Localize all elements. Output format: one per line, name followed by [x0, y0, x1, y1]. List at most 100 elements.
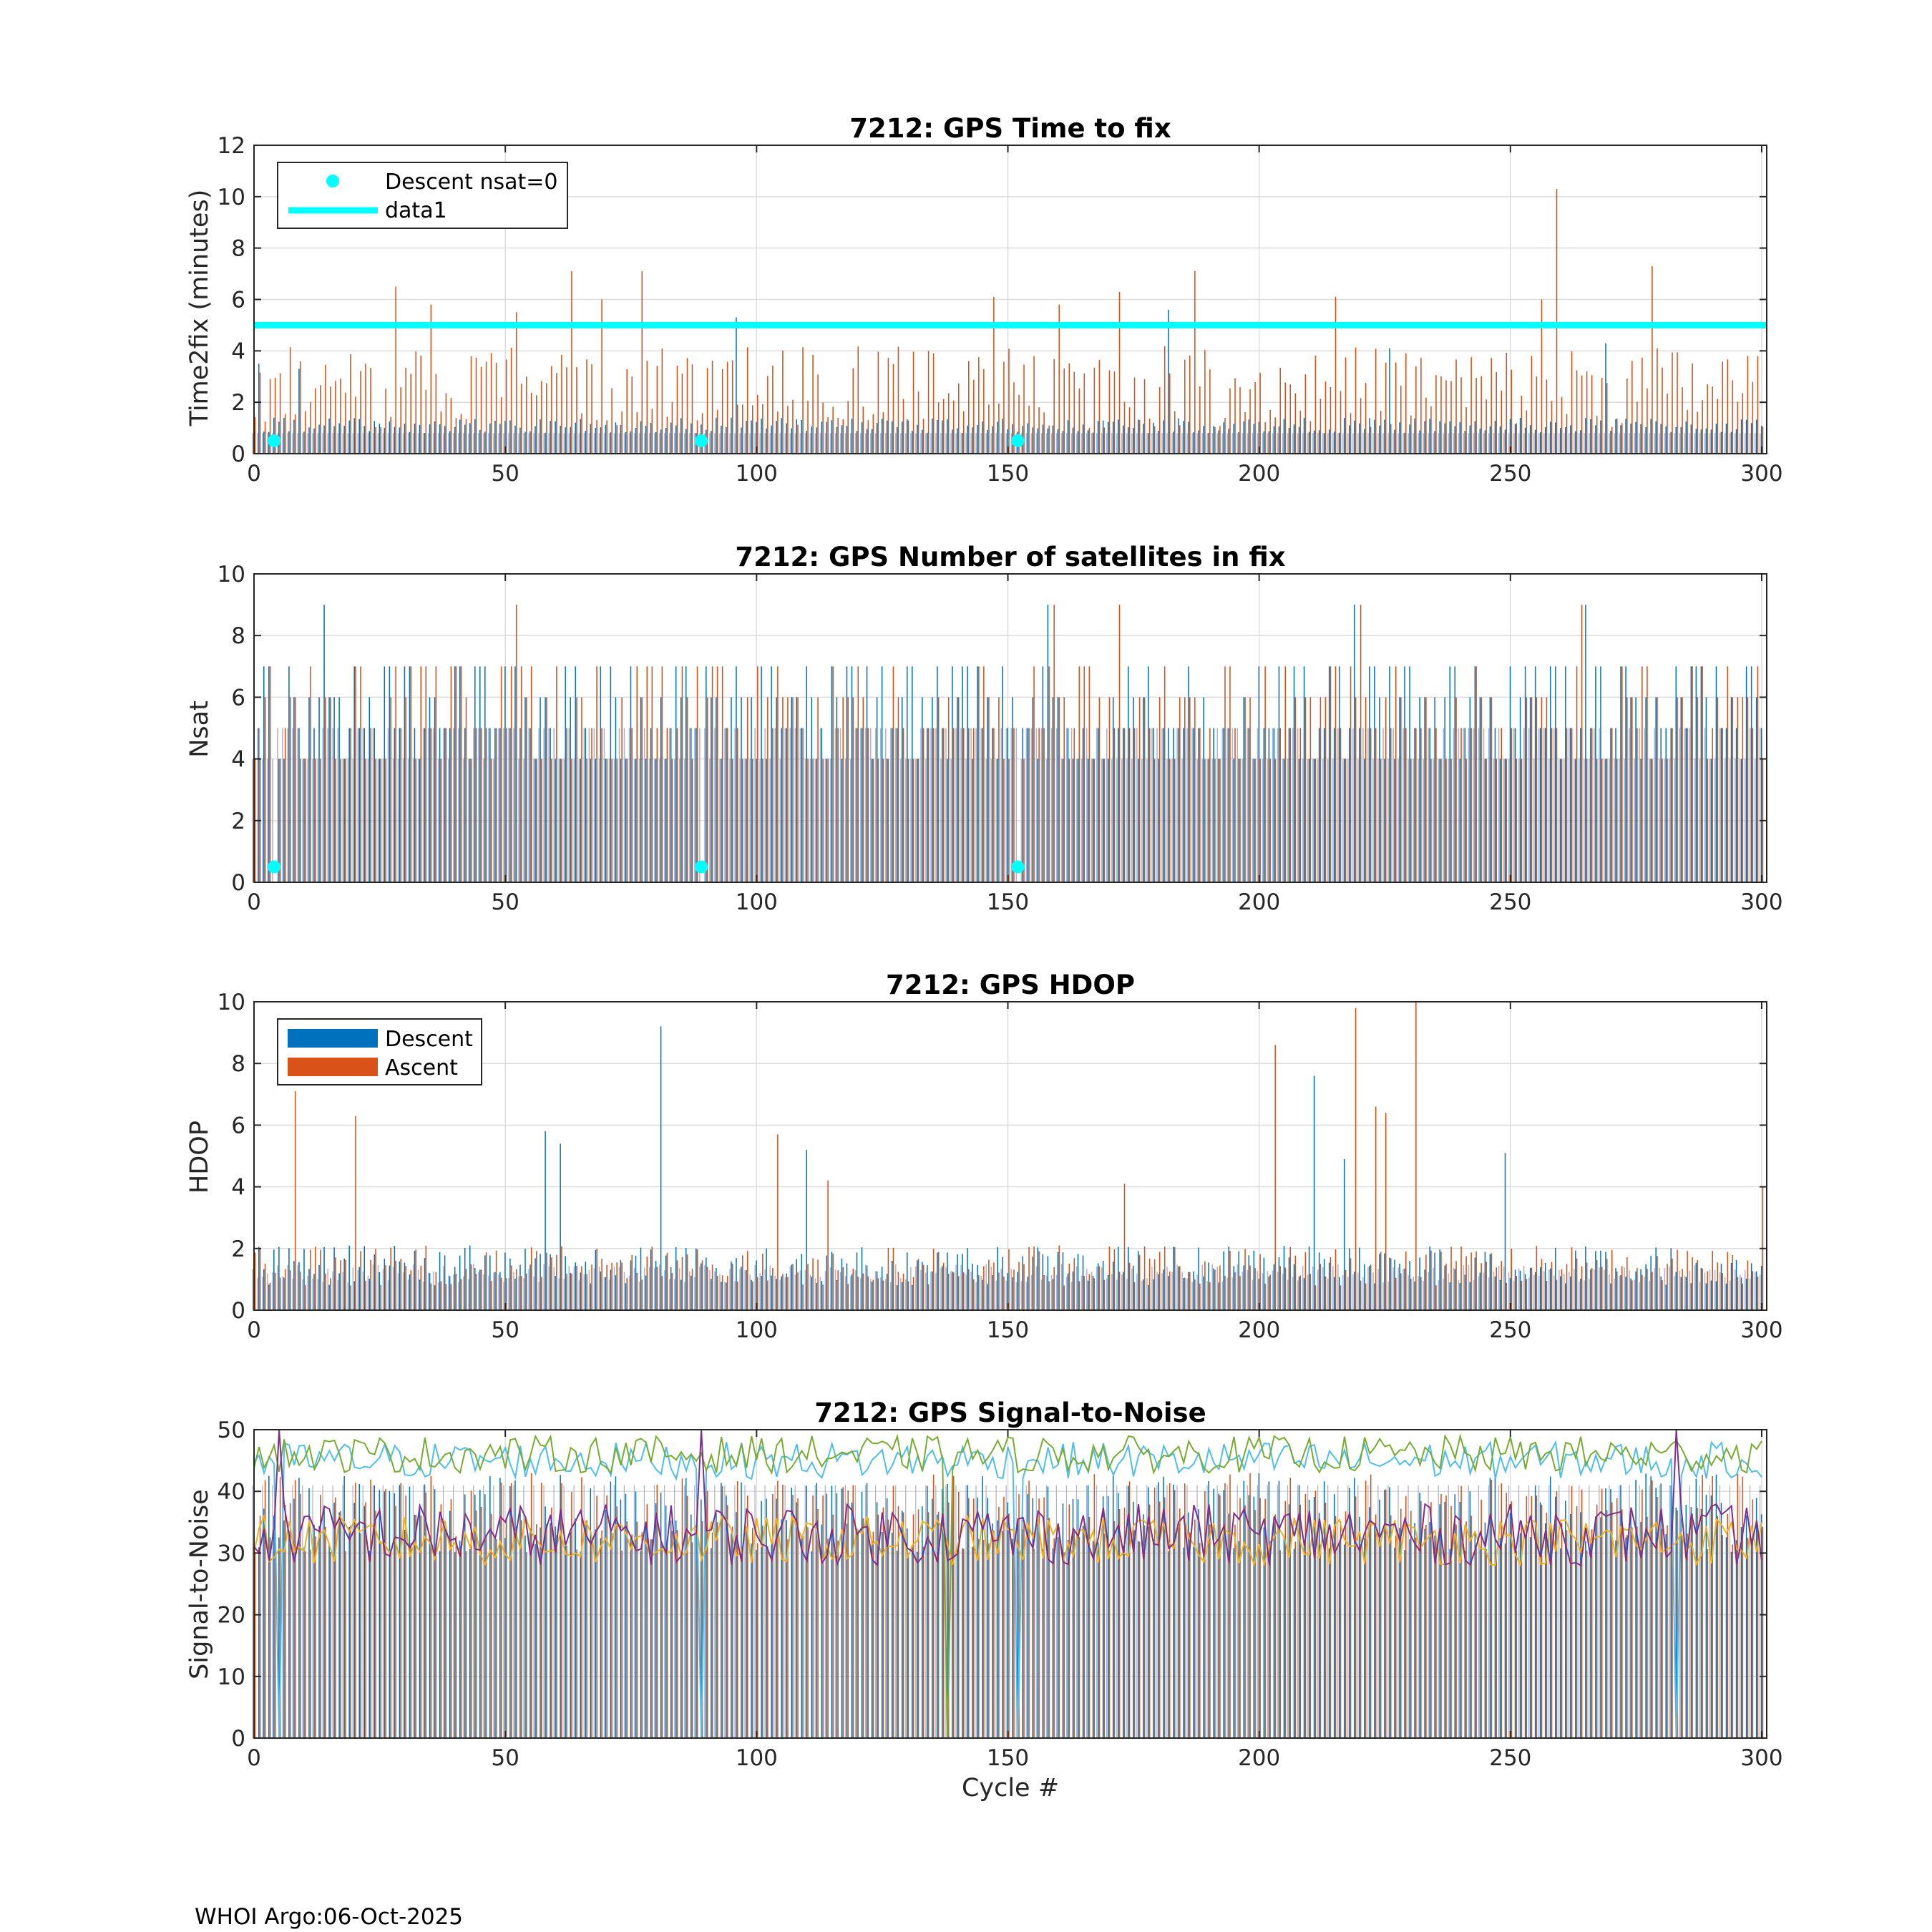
- bar-ascent: [1330, 666, 1332, 882]
- bar-ascent: [837, 1270, 839, 1310]
- bar-ascent: [616, 1262, 618, 1310]
- bar-descent: [901, 1511, 903, 1738]
- bar-ascent: [380, 758, 381, 882]
- bar-ascent: [304, 1285, 306, 1310]
- bar-ascent: [1455, 1261, 1457, 1310]
- bar-gray: [1533, 1274, 1535, 1310]
- bar-descent: [982, 1279, 983, 1310]
- bar-descent: [1585, 1246, 1586, 1310]
- bar-ascent: [842, 1487, 844, 1738]
- bar-ascent: [1692, 364, 1693, 454]
- bar-gray: [1483, 433, 1485, 454]
- bar-descent: [1590, 1269, 1591, 1310]
- bar-ascent: [294, 697, 296, 882]
- bar-ascent: [1133, 377, 1136, 454]
- bar-ascent: [1189, 1272, 1191, 1310]
- bar-descent: [1454, 1269, 1456, 1310]
- bar-descent: [1399, 697, 1400, 882]
- bar-descent: [1173, 431, 1174, 454]
- bar-gray: [1674, 1276, 1676, 1310]
- bar-ascent: [1662, 1280, 1663, 1310]
- bar-ascent: [264, 1263, 266, 1310]
- bar-descent: [906, 419, 908, 454]
- bar-descent: [751, 697, 752, 882]
- bar-gray: [633, 433, 635, 454]
- bar-descent: [1549, 1476, 1551, 1738]
- bar-gray: [839, 433, 841, 454]
- bar-ascent: [1058, 1527, 1060, 1738]
- bar-descent: [756, 1260, 757, 1310]
- bar-descent: [323, 605, 325, 882]
- bar-ascent: [862, 697, 864, 882]
- bar-gray: [699, 1267, 701, 1310]
- bar-ascent: [1023, 364, 1025, 454]
- bar-ascent: [1375, 728, 1377, 882]
- bar-descent: [374, 728, 376, 882]
- bar-ascent: [1581, 605, 1583, 882]
- bar-gray: [417, 433, 419, 454]
- bar-descent: [1750, 666, 1752, 882]
- bar-gray: [653, 758, 655, 882]
- bar-descent: [695, 1530, 697, 1738]
- bar-descent: [721, 758, 722, 882]
- bar-descent: [1178, 418, 1179, 454]
- bar-gray: [1106, 1485, 1108, 1738]
- bar-descent: [459, 1255, 461, 1310]
- bar-descent: [1153, 422, 1154, 454]
- bar-descent: [1449, 421, 1451, 454]
- bar-descent: [881, 1531, 883, 1738]
- bar-descent: [1590, 419, 1591, 454]
- bar-descent: [474, 666, 476, 882]
- bar-descent: [1715, 666, 1717, 882]
- bar-ascent: [1546, 1513, 1548, 1738]
- bar-gray: [387, 433, 389, 454]
- bar-gray: [302, 433, 303, 454]
- bar-descent: [1404, 1268, 1405, 1310]
- bar-gray: [1292, 728, 1294, 882]
- bar-descent: [906, 1528, 908, 1738]
- bar-gray: [297, 728, 298, 882]
- bar-ascent: [1314, 758, 1317, 882]
- bar-ascent: [1626, 1257, 1628, 1310]
- bar-ascent: [400, 1259, 401, 1310]
- bar-gray: [1010, 1269, 1013, 1310]
- bar-gray: [1584, 1280, 1585, 1310]
- bar-ascent: [1259, 372, 1261, 454]
- bar-descent: [469, 423, 471, 454]
- bar-descent: [746, 1269, 747, 1310]
- bar-gray: [689, 433, 691, 454]
- bar-gray: [618, 728, 620, 882]
- bar-gray: [854, 728, 857, 882]
- bar-descent: [1338, 1277, 1340, 1310]
- bar-descent: [1072, 1498, 1074, 1738]
- bar-descent: [353, 418, 355, 454]
- bar-ascent: [1566, 414, 1568, 454]
- bar-descent: [570, 1272, 571, 1310]
- bar-gray: [1101, 1267, 1103, 1310]
- bar-descent: [560, 758, 561, 882]
- bar-descent: [263, 1269, 265, 1310]
- x-tick-label: 300: [1740, 461, 1782, 487]
- bar-gray: [1377, 1485, 1379, 1738]
- bar-ascent: [661, 1542, 663, 1738]
- bar-gray: [900, 433, 902, 454]
- bar-gray: [558, 1278, 560, 1310]
- bar-gray: [1760, 728, 1761, 882]
- bar-ascent: [636, 412, 638, 454]
- bar-descent: [494, 420, 496, 454]
- bar-ascent: [757, 666, 758, 882]
- bar-gray: [412, 758, 414, 882]
- bar-ascent: [1148, 1258, 1151, 1310]
- bar-gray: [1649, 1485, 1650, 1738]
- bar-descent: [1032, 1257, 1034, 1310]
- bar-ascent: [1284, 382, 1287, 454]
- bar-gray: [563, 1485, 565, 1738]
- bar-ascent: [1405, 1496, 1407, 1738]
- bar-ascent: [1279, 1266, 1281, 1310]
- bar-gray: [483, 1485, 484, 1738]
- bar-descent: [1359, 1516, 1360, 1738]
- bar-descent: [957, 697, 958, 882]
- bar-gray: [598, 433, 600, 454]
- bar-descent: [439, 1551, 441, 1738]
- bar-gray: [1538, 433, 1540, 454]
